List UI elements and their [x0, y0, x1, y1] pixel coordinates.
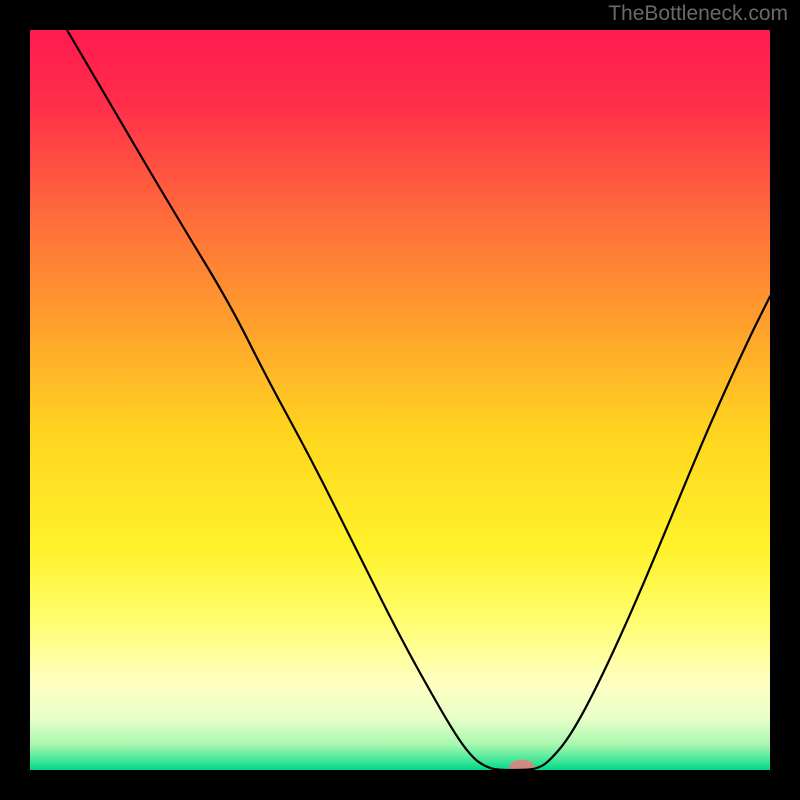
watermark-text: TheBottleneck.com [608, 2, 788, 26]
chart-svg [30, 30, 770, 770]
chart-plot-area [30, 30, 770, 770]
gradient-background [30, 30, 770, 770]
